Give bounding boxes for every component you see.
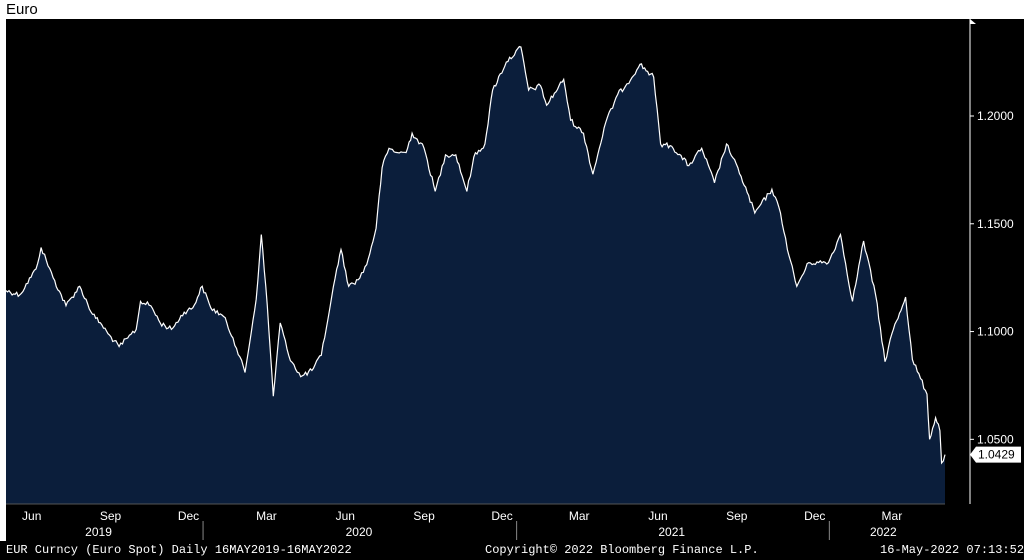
footer: EUR Curncy (Euro Spot) Daily 16MAY2019-1… — [0, 541, 1024, 560]
last-value-badge — [970, 446, 1021, 463]
y-tick-label: 1.1000 — [977, 325, 1014, 339]
footer-timestamp: 16-May-2022 07:13:52 — [880, 543, 1024, 557]
x-axis-panel — [6, 504, 1024, 541]
x-month-label: Dec — [804, 509, 825, 523]
x-month-label: Jun — [336, 509, 355, 523]
footer-copyright: Copyright© 2022 Bloomberg Finance L.P. — [485, 543, 759, 557]
footer-security-label: EUR Curncy (Euro Spot) Daily 16MAY2019-1… — [6, 543, 352, 557]
x-month-label: Mar — [256, 509, 277, 523]
x-year-label: 2019 — [85, 525, 112, 539]
page-title: Euro — [6, 1, 38, 18]
x-month-label: Sep — [100, 509, 122, 523]
y-axis-arrow — [970, 19, 976, 24]
x-month-label: Dec — [491, 509, 512, 523]
last-value-label: 1.0429 — [978, 448, 1015, 462]
y-tick-label: 1.1500 — [977, 217, 1014, 231]
x-month-label: Jun — [648, 509, 667, 523]
x-year-label: 2020 — [346, 525, 373, 539]
y-tick-label: 1.0500 — [977, 432, 1014, 446]
chart: 1.2000 1.1500 1.1000 1.0500 1.0429 Jun Sep Dec M… — [5, 19, 1024, 541]
series-area — [6, 46, 945, 504]
series-line — [5, 45, 946, 465]
x-year-label: 2022 — [870, 525, 897, 539]
x-month-label: Sep — [413, 509, 435, 523]
x-year-label: 2021 — [658, 525, 685, 539]
x-month-label: Sep — [726, 509, 748, 523]
x-month-label: Mar — [882, 509, 903, 523]
y-axis-panel — [970, 19, 1024, 504]
x-month-label: Jun — [22, 509, 41, 523]
x-month-label: Dec — [178, 509, 199, 523]
x-month-label: Mar — [569, 509, 590, 523]
y-tick-label: 1.2000 — [977, 109, 1014, 123]
